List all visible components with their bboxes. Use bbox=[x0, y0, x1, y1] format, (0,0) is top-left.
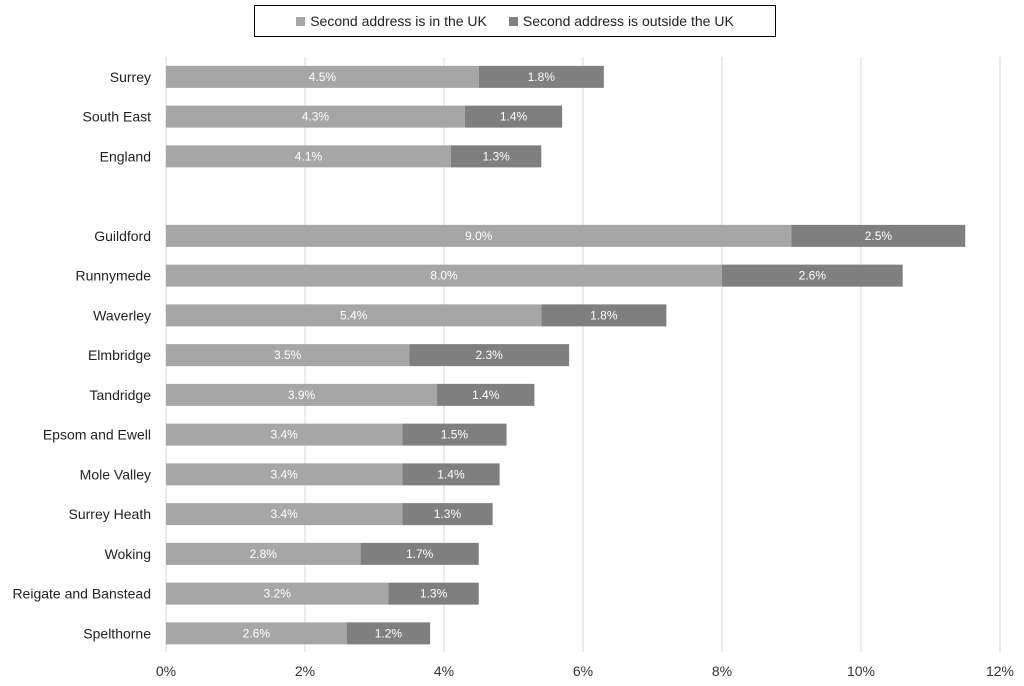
data-label: 1.2% bbox=[375, 626, 403, 640]
category-label: Tandridge bbox=[90, 387, 152, 403]
data-label: 1.3% bbox=[434, 507, 462, 521]
data-label: 3.9% bbox=[288, 388, 316, 402]
bar-segment bbox=[409, 344, 570, 367]
x-tick-label: 8% bbox=[712, 663, 732, 679]
data-label: 4.3% bbox=[302, 110, 330, 124]
data-label: 1.4% bbox=[472, 388, 500, 402]
legend-swatch-uk bbox=[296, 16, 306, 26]
bar-segment bbox=[722, 264, 903, 287]
bar-segment bbox=[166, 542, 361, 565]
data-label: 9.0% bbox=[465, 229, 493, 243]
x-tick-label: 0% bbox=[156, 663, 176, 679]
bar-segment bbox=[541, 304, 667, 327]
bar-segment bbox=[402, 423, 507, 446]
bar-segment bbox=[166, 264, 722, 287]
bar-segment bbox=[791, 224, 966, 247]
data-label: 1.4% bbox=[437, 467, 465, 481]
data-label: 3.4% bbox=[270, 428, 298, 442]
bar-segment bbox=[166, 503, 403, 526]
category-label: Surrey bbox=[110, 69, 151, 85]
bar-segment bbox=[388, 582, 479, 605]
bar-segment bbox=[402, 503, 493, 526]
bar-segment bbox=[166, 145, 451, 168]
bar-segment bbox=[402, 463, 500, 486]
data-label: 2.6% bbox=[243, 626, 271, 640]
category-label: Waverley bbox=[93, 307, 151, 323]
bar-segment bbox=[166, 463, 403, 486]
x-tick-label: 4% bbox=[434, 663, 454, 679]
data-label: 1.8% bbox=[590, 308, 618, 322]
x-tick-label: 12% bbox=[986, 663, 1014, 679]
legend-item-uk: Second address is in the UK bbox=[296, 13, 487, 29]
bar-segment bbox=[166, 582, 389, 605]
data-label: 1.5% bbox=[441, 428, 469, 442]
data-label: 4.5% bbox=[309, 70, 337, 84]
data-label: 4.1% bbox=[295, 149, 323, 163]
bar-segment bbox=[464, 105, 563, 128]
data-label: 1.3% bbox=[420, 587, 448, 601]
data-label: 2.5% bbox=[865, 229, 893, 243]
data-label: 3.4% bbox=[270, 467, 298, 481]
x-tick-label: 2% bbox=[295, 663, 315, 679]
category-label: South East bbox=[83, 109, 152, 125]
legend-item-outside-uk: Second address is outside the UK bbox=[508, 13, 734, 29]
data-label: 3.5% bbox=[274, 348, 302, 362]
data-label: 2.6% bbox=[799, 269, 827, 283]
legend: Second address is in the UK Second addre… bbox=[254, 5, 776, 37]
data-label: 3.2% bbox=[264, 587, 292, 601]
category-label: Spelthorne bbox=[83, 625, 151, 641]
category-label: Runnymede bbox=[76, 268, 152, 284]
data-label: 1.8% bbox=[528, 70, 556, 84]
bar-segment bbox=[478, 65, 604, 88]
data-label: 5.4% bbox=[340, 308, 368, 322]
legend-swatch-outside-uk bbox=[508, 16, 518, 26]
x-tick-label: 6% bbox=[573, 663, 593, 679]
data-label: 2.3% bbox=[475, 348, 503, 362]
data-label: 1.7% bbox=[406, 547, 434, 561]
bar-segment bbox=[437, 383, 535, 406]
data-label: 1.3% bbox=[482, 149, 510, 163]
bar-segment bbox=[166, 105, 465, 128]
data-label: 8.0% bbox=[430, 269, 458, 283]
data-label: 3.4% bbox=[270, 507, 298, 521]
category-label: Woking bbox=[105, 546, 151, 562]
data-label: 1.4% bbox=[500, 110, 528, 124]
category-label: Reigate and Banstead bbox=[12, 586, 151, 602]
category-label: England bbox=[100, 148, 151, 164]
bar-segment bbox=[166, 344, 410, 367]
bar-segment bbox=[346, 622, 431, 645]
x-tick-label: 10% bbox=[847, 663, 875, 679]
legend-label-uk: Second address is in the UK bbox=[310, 13, 487, 29]
legend-label-outside-uk: Second address is outside the UK bbox=[522, 13, 734, 29]
bar-segment bbox=[450, 145, 542, 168]
category-label: Epsom and Ewell bbox=[43, 427, 151, 443]
data-label: 2.8% bbox=[250, 547, 278, 561]
bar-segment bbox=[166, 423, 403, 446]
category-label: Surrey Heath bbox=[69, 506, 151, 522]
bar-segment bbox=[166, 304, 542, 327]
bar-segment bbox=[166, 65, 479, 88]
bar-segment bbox=[166, 224, 792, 247]
category-label: Guildford bbox=[94, 228, 151, 244]
bar-segment bbox=[360, 542, 479, 565]
category-label: Mole Valley bbox=[80, 466, 151, 482]
bar-segment bbox=[166, 622, 347, 645]
bar-segment bbox=[166, 383, 438, 406]
category-label: Elmbridge bbox=[88, 347, 151, 363]
